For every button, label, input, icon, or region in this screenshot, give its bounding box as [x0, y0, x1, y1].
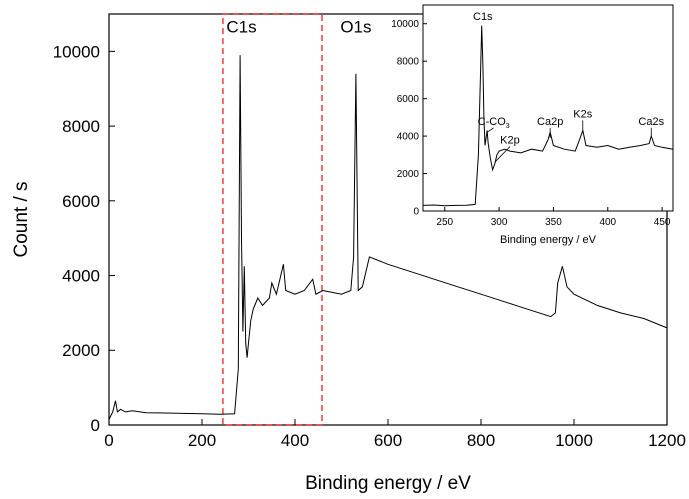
inset-chart: 250 300 350 400 450 0 2000 4000 6000 8000 10000 C… — [391, 4, 674, 246]
inset-y-tick-label: 10000 — [391, 19, 419, 30]
inset-peak-label: C1s — [473, 11, 493, 23]
inset-y-tick-label: 6000 — [397, 94, 420, 105]
inset-y-axis: 0 2000 4000 6000 8000 10000 — [391, 19, 427, 218]
inset-peak-label: K2p — [500, 135, 520, 147]
main-x-tick-label: 800 — [467, 431, 495, 450]
main-y-tick-label: 0 — [91, 416, 100, 435]
main-peak-label: O1s — [340, 18, 371, 37]
inset-y-tick-label: 2000 — [397, 169, 420, 180]
inset-x-tick-label: 450 — [654, 217, 671, 228]
inset-annotations: C1s C-CO3 K2p Ca2p K2s Ca2s — [473, 11, 665, 163]
main-spectrum-line — [108, 55, 668, 420]
inset-peak-arrow — [486, 127, 494, 133]
main-y-tick-label: 2000 — [62, 341, 100, 360]
inset-x-axis-title: Binding energy / eV — [500, 234, 597, 246]
inset-background — [423, 5, 673, 211]
main-x-tick-label: 1200 — [648, 431, 686, 450]
inset-peak-label: C-CO3 — [478, 116, 510, 130]
inset-x-tick-label: 300 — [491, 217, 508, 228]
inset-y-tick-label: 8000 — [397, 57, 420, 68]
main-y-axis: 0 2000 4000 6000 8000 10000 — [53, 42, 115, 435]
inset-y-tick-label: 0 — [413, 207, 419, 218]
inset-spectrum-line — [422, 25, 674, 207]
main-x-tick-label: 200 — [188, 431, 216, 450]
main-x-axis: 0 200 400 600 800 1000 1200 — [104, 419, 686, 450]
inset-x-tick-label: 250 — [436, 217, 453, 228]
highlight-region — [222, 13, 323, 426]
inset-peak-label: K2s — [573, 108, 592, 120]
main-chart: 0 200 400 600 800 1000 1200 020004000600080001… — [11, 13, 686, 494]
main-y-tick-label: 6000 — [62, 192, 100, 211]
main-x-tick-label: 600 — [374, 431, 402, 450]
inset-plot-frame — [422, 4, 674, 212]
main-x-tick-label: 400 — [281, 431, 309, 450]
inset-x-tick-label: 400 — [599, 217, 616, 228]
inset-x-tick-label: 350 — [545, 217, 562, 228]
main-x-tick-label: 1000 — [555, 431, 593, 450]
main-y-tick-label: 8000 — [62, 117, 100, 136]
main-annotations: C1s O1s — [226, 18, 371, 37]
main-y-tick-label: 10000 — [53, 42, 100, 61]
inset-peak-arrow — [494, 146, 511, 163]
main-y-tick-label: 4000 — [62, 266, 100, 285]
inset-peak-label: Ca2p — [537, 116, 563, 128]
inset-y-tick-label: 4000 — [397, 132, 420, 143]
inset-x-axis: 250 300 350 400 450 — [436, 207, 671, 228]
main-y-axis-title: Count / s — [11, 181, 32, 257]
main-peak-label: C1s — [226, 18, 256, 37]
main-x-tick-label: 0 — [104, 431, 113, 450]
main-x-axis-title: Binding energy / eV — [305, 473, 471, 494]
inset-peak-label: Ca2s — [638, 116, 664, 128]
